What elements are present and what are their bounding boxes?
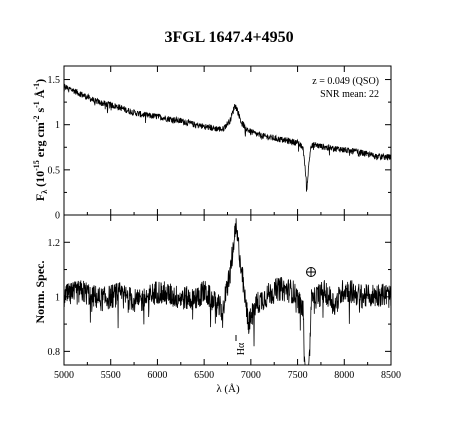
flux-y-tick-label: 1.5 [48, 75, 61, 86]
ylabel-units-exp2: -1 [32, 101, 41, 108]
wavelength-x-axis-label: λ (Å) [216, 383, 240, 395]
flux-y-tick-label: 0.5 [48, 165, 61, 176]
earth-symbol-icon [306, 267, 316, 277]
ylabel-exp: -15 [32, 160, 41, 171]
flux-panel: 0 0.5 1 1.5 z = 0.049 (QSO) SNR mean: 22 Fλ… [32, 65, 392, 222]
wavelength-x-axis: 5000 5500 6000 6500 7000 7500 8000 8500 [54, 215, 401, 381]
snr-annotation: SNR mean: 22 [320, 89, 379, 100]
normalized-y-tick-label: 1 [55, 292, 60, 303]
ylabel-units-exp3: -1 [32, 83, 41, 90]
chart-title: 3FGL 1647.4+4950 [164, 29, 293, 46]
ylabel-units-s: s [33, 108, 47, 113]
ylabel-units-A: Å [33, 89, 47, 98]
flux-y-axis: 0 0.5 1 1.5 [48, 75, 391, 222]
normalized-spectrum-line [63, 218, 392, 366]
ylabel-units: erg cm [33, 122, 47, 157]
redshift-annotation: z = 0.049 (QSO) [312, 76, 379, 87]
normalized-panel: 0.8 1 1.2 5000 5500 6000 6500 7000 7500 8000 8500… [33, 214, 401, 395]
flux-y-tick-label: 0 [55, 211, 60, 222]
ylabel-sub: λ [40, 190, 49, 194]
wavelength-x-tick-label: 6000 [147, 370, 167, 381]
normalized-y-axis-label: Norm. Spec. [33, 261, 47, 324]
ylabel-rest: (10 [33, 171, 47, 187]
wavelength-x-tick-label: 7500 [288, 370, 308, 381]
normalized-y-tick-label: 0.8 [48, 347, 61, 358]
ylabel-units-exp1: -2 [32, 116, 41, 123]
ylabel-main: F [33, 194, 47, 201]
wavelength-x-tick-label: 7000 [241, 370, 261, 381]
h-alpha-label: Hα [236, 342, 247, 355]
wavelength-x-tick-label: 8000 [334, 370, 354, 381]
flux-y-axis-label: Fλ (10-15 erg cm-2 s-1 Å-1) [32, 79, 49, 201]
wavelength-x-tick-label: 8500 [381, 370, 401, 381]
normalized-y-tick-label: 1.2 [48, 238, 61, 249]
ylabel-close: ) [33, 79, 47, 83]
wavelength-x-tick-label: 6500 [194, 370, 214, 381]
flux-y-tick-label: 1 [55, 120, 60, 131]
wavelength-x-tick-label: 5500 [101, 370, 121, 381]
wavelength-x-tick-label: 5000 [54, 370, 74, 381]
flux-spectrum-line [63, 83, 392, 192]
